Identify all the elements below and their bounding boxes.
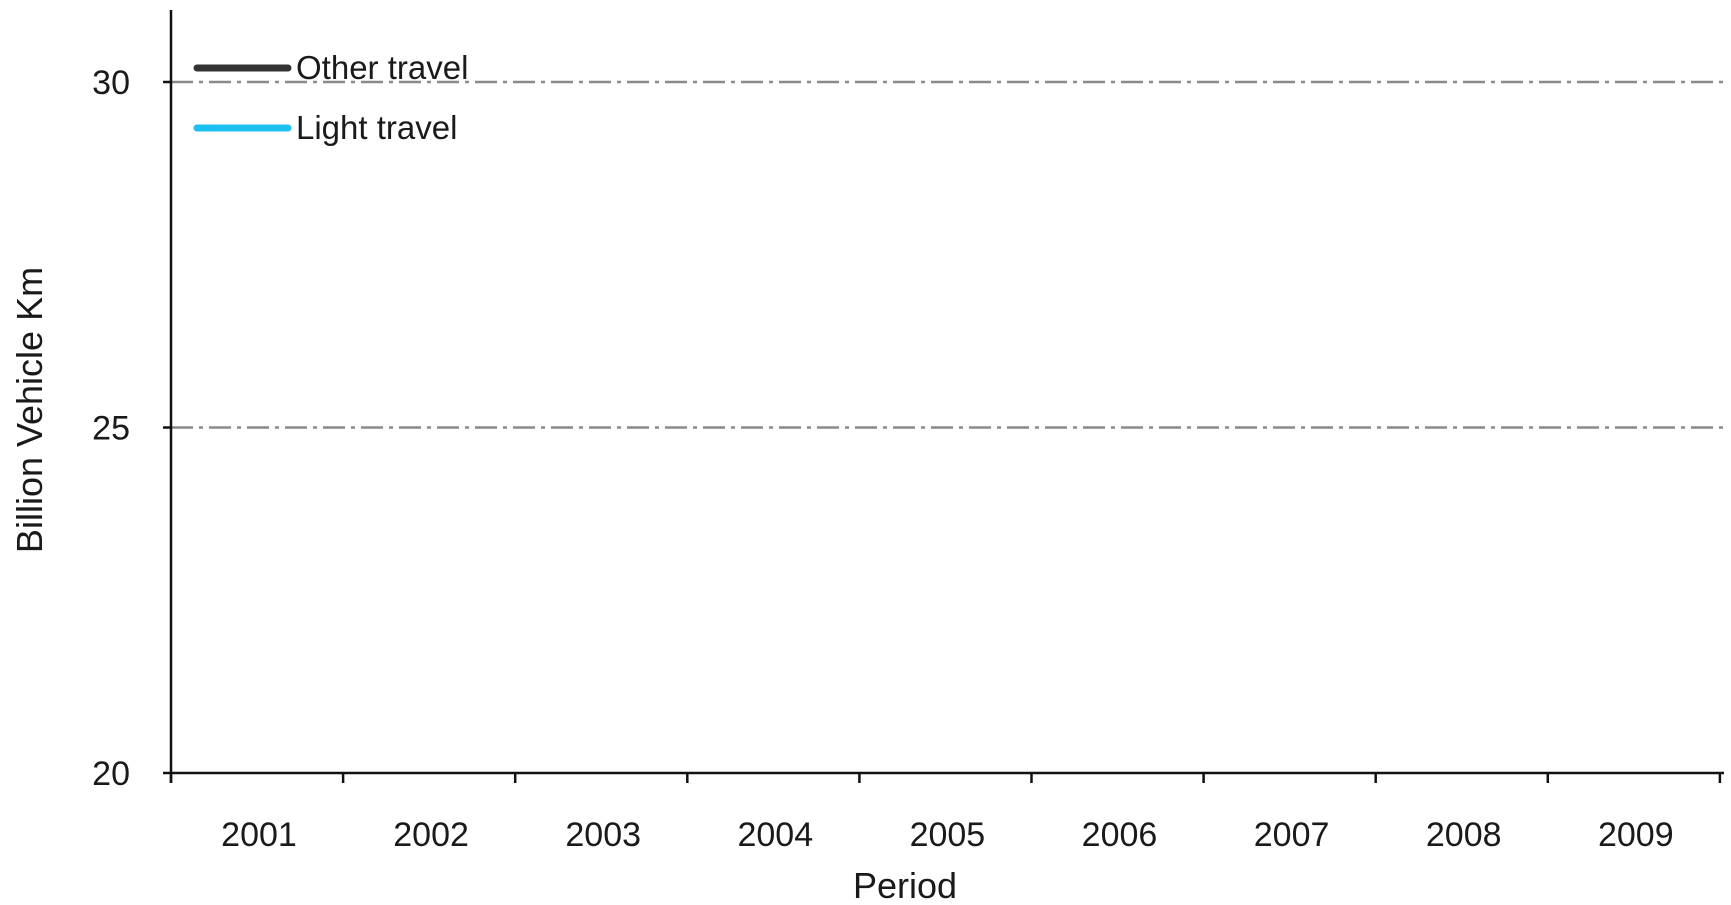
tick-labels: 2025303540200120022003200420052006200720…: [92, 64, 1674, 854]
x-tick-label-2009: 2009: [1598, 816, 1674, 854]
legend: Other travel Light travel: [193, 49, 468, 146]
y-tick-label-25: 25: [92, 410, 130, 448]
x-tick-label-2003: 2003: [565, 816, 641, 854]
x-tick-label-2002: 2002: [393, 816, 469, 854]
y-tick-label-30: 30: [92, 64, 130, 102]
x-tick-label-2005: 2005: [910, 816, 986, 854]
gridlines: [171, 80, 1724, 429]
x-tick-label-2007: 2007: [1254, 816, 1330, 854]
x-tick-label-2001: 2001: [221, 816, 297, 854]
x-tick-label-2008: 2008: [1426, 816, 1502, 854]
axes: [163, 10, 1724, 783]
legend-label-light-travel: Light travel: [296, 109, 457, 146]
y-tick-label-20: 20: [92, 755, 130, 793]
y-axis-title: Billion Vehicle Km: [9, 267, 50, 553]
x-axis-title: Period: [853, 865, 957, 905]
legend-label-other-travel: Other travel: [296, 49, 468, 86]
x-tick-label-2006: 2006: [1082, 816, 1158, 854]
x-tick-label-2004: 2004: [737, 816, 813, 854]
